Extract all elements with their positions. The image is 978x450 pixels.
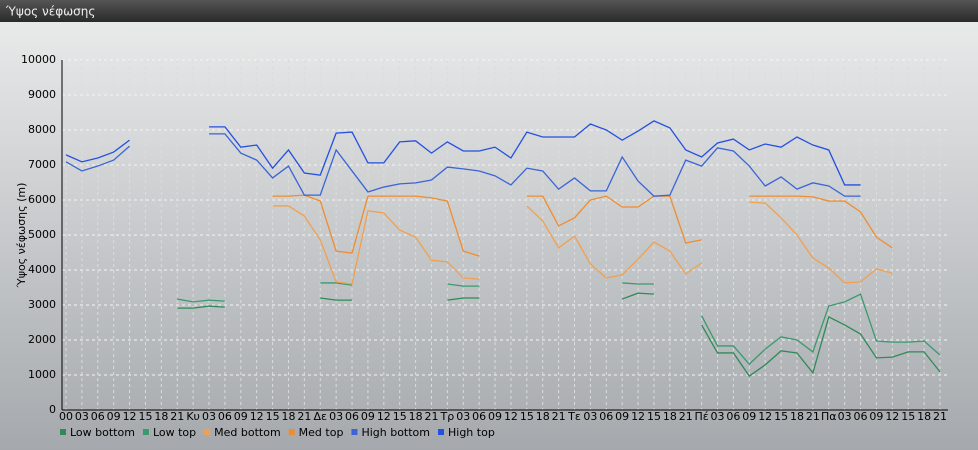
- y-tick-label: 0: [49, 403, 56, 416]
- x-tick-label: 06: [91, 410, 105, 423]
- x-tick-label: 18: [663, 410, 677, 423]
- x-tick-label: 03: [456, 410, 470, 423]
- x-tick-label: Κυ: [186, 410, 200, 423]
- x-tick-label: 21: [679, 410, 693, 423]
- y-tick-label: 8000: [28, 123, 56, 136]
- x-tick-label: 09: [107, 410, 121, 423]
- y-tick-label: 5000: [28, 228, 56, 241]
- x-tick-label: Τε: [567, 410, 581, 423]
- legend-swatch: [142, 429, 149, 435]
- x-tick-label: 09: [869, 410, 883, 423]
- y-axis-label: Ύψος νέφωσης (m): [15, 183, 28, 289]
- legend-swatch: [351, 429, 358, 435]
- x-tick-label: Τρ: [440, 410, 455, 423]
- x-tick-label: 15: [647, 410, 661, 423]
- x-tick-label: 21: [170, 410, 184, 423]
- legend-swatch: [60, 429, 66, 435]
- legend-label: Med top: [299, 426, 344, 439]
- y-tick-label: 7000: [28, 158, 56, 171]
- x-tick-label: 18: [154, 410, 168, 423]
- x-tick-label: 12: [631, 410, 645, 423]
- x-tick-label: 06: [472, 410, 486, 423]
- x-tick-label: 21: [806, 410, 820, 423]
- series-line: [65, 133, 861, 197]
- x-tick-label: 21: [933, 410, 947, 423]
- x-tick-label: 12: [250, 410, 264, 423]
- x-tick-label: 15: [520, 410, 534, 423]
- x-tick-label: 21: [297, 410, 311, 423]
- y-tick-label: 2000: [28, 333, 56, 346]
- legend-label: Low bottom: [70, 426, 135, 439]
- x-tick-label: 12: [123, 410, 137, 423]
- window-title: Ύψος νέφωσης: [5, 5, 95, 19]
- y-tick-label: 10000: [21, 53, 56, 66]
- y-tick-label: 4000: [28, 263, 56, 276]
- x-tick-label: 03: [329, 410, 343, 423]
- legend-swatch: [288, 429, 295, 435]
- x-tick-label: 03: [711, 410, 725, 423]
- x-tick-label: 15: [393, 410, 407, 423]
- x-tick-label: 09: [742, 410, 756, 423]
- legend-label: Low top: [153, 426, 196, 439]
- x-tick-label: 09: [488, 410, 502, 423]
- x-tick-label: 09: [615, 410, 629, 423]
- x-tick-label: 03: [202, 410, 216, 423]
- series-line: [272, 194, 893, 257]
- x-tick-label: 18: [281, 410, 295, 423]
- x-tick-label: 06: [726, 410, 740, 423]
- x-tick-label: 18: [536, 410, 550, 423]
- title-bar: [0, 0, 978, 22]
- x-tick-label: 21: [424, 410, 438, 423]
- x-tick-label: 03: [838, 410, 852, 423]
- series-line: [177, 292, 941, 377]
- y-tick-label: 1000: [28, 368, 56, 381]
- series-line: [65, 120, 861, 186]
- x-tick-label: 12: [758, 410, 772, 423]
- y-tick-label: 9000: [28, 88, 56, 101]
- x-tick-label: 00: [59, 410, 73, 423]
- x-tick-label: 06: [345, 410, 359, 423]
- x-tick-label: 03: [75, 410, 89, 423]
- x-tick-label: 06: [599, 410, 613, 423]
- x-tick-label: 15: [901, 410, 915, 423]
- x-tick-label: 12: [885, 410, 899, 423]
- x-tick-label: 15: [266, 410, 280, 423]
- series-line: [272, 201, 893, 285]
- y-tick-label: 6000: [28, 193, 56, 206]
- legend-swatch: [204, 429, 211, 435]
- legend-swatch: [438, 429, 444, 435]
- x-tick-label: 09: [234, 410, 248, 423]
- y-tick-label: 3000: [28, 298, 56, 311]
- x-tick-label: 03: [583, 410, 597, 423]
- x-tick-label: 18: [409, 410, 423, 423]
- x-tick-label: 15: [138, 410, 152, 423]
- x-tick-label: 12: [504, 410, 518, 423]
- legend-label: High bottom: [361, 426, 430, 439]
- series-line: [177, 282, 941, 366]
- x-tick-label: 09: [361, 410, 375, 423]
- x-tick-label: 12: [377, 410, 391, 423]
- x-tick-label: 18: [790, 410, 804, 423]
- x-tick-label: Πα: [821, 410, 837, 423]
- legend-label: High top: [448, 426, 495, 439]
- legend-label: Med bottom: [214, 426, 281, 439]
- x-tick-label: Πέ: [695, 410, 709, 423]
- x-tick-label: 06: [218, 410, 232, 423]
- x-tick-label: 21: [552, 410, 566, 423]
- x-tick-label: 18: [917, 410, 931, 423]
- x-tick-label: 06: [854, 410, 868, 423]
- x-tick-label: Δε: [314, 410, 328, 423]
- x-tick-label: 15: [774, 410, 788, 423]
